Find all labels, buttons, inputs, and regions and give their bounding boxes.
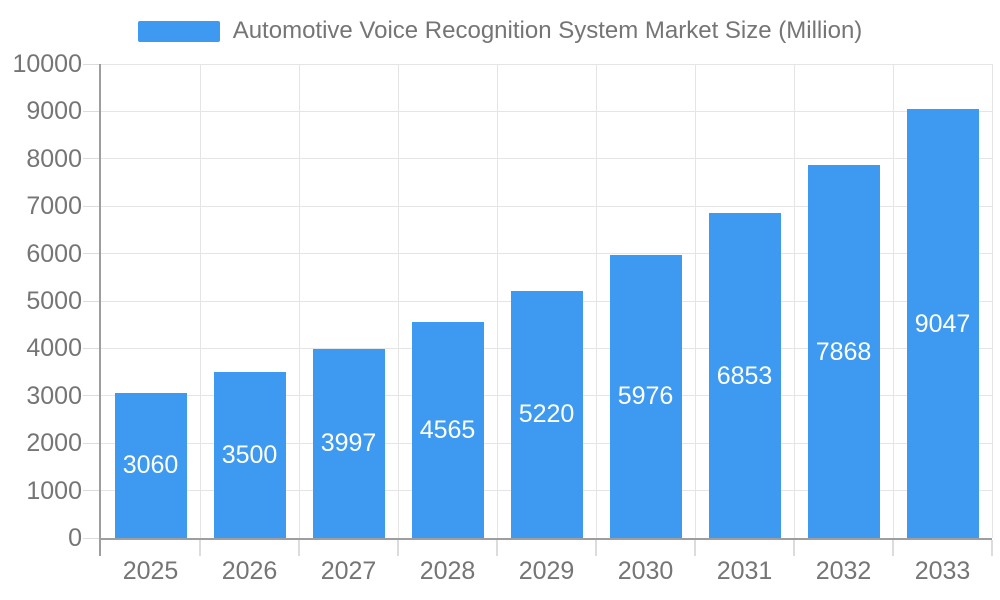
- x-tick-label-2031: 2031: [716, 557, 773, 585]
- x-gridline: [397, 64, 399, 538]
- y-tick-mark: [83, 253, 101, 255]
- y-tick-label: 10000: [12, 50, 82, 78]
- y-tick-label: 5000: [26, 287, 82, 315]
- bar-value-label: 5220: [518, 400, 575, 429]
- x-tick-mark: [397, 540, 399, 556]
- y-tick-label: 2000: [26, 429, 82, 458]
- bar-2031[interactable]: [708, 213, 781, 538]
- x-tick-label-2026: 2026: [221, 557, 278, 585]
- y-tick-label: 8000: [26, 144, 82, 173]
- bar-value-label: 9047: [914, 309, 971, 338]
- y-tick-mark: [83, 158, 101, 160]
- y-gridline: [101, 158, 992, 160]
- x-tick-label-2030: 2030: [617, 557, 674, 585]
- y-gridline: [101, 253, 992, 255]
- x-tick-mark: [793, 540, 795, 556]
- bar-2032[interactable]: [807, 165, 880, 538]
- x-axis-line: [99, 538, 992, 540]
- x-gridline: [793, 64, 795, 538]
- y-tick-label: 0: [68, 524, 82, 552]
- y-tick-label: 6000: [26, 239, 82, 268]
- bar-value-label: 7868: [815, 337, 872, 366]
- x-tick-mark: [496, 540, 498, 556]
- x-gridline: [298, 64, 300, 538]
- x-tick-mark: [298, 540, 300, 556]
- x-tick-mark: [892, 540, 894, 556]
- y-tick-mark: [83, 442, 101, 444]
- x-gridline: [694, 64, 696, 538]
- y-tick-mark: [83, 110, 101, 112]
- y-tick-mark: [83, 537, 101, 539]
- y-tick-mark: [83, 205, 101, 207]
- y-tick-mark: [83, 63, 101, 65]
- x-gridline: [991, 64, 993, 538]
- x-gridline: [199, 64, 201, 538]
- x-tick-label-2025: 2025: [122, 557, 179, 585]
- legend-swatch[interactable]: [137, 20, 220, 42]
- x-gridline: [892, 64, 894, 538]
- x-gridline: [496, 64, 498, 538]
- x-tick-mark: [991, 540, 993, 556]
- y-tick-label: 3000: [26, 381, 82, 410]
- x-tick-label-2032: 2032: [815, 557, 872, 585]
- x-tick-label-2029: 2029: [518, 557, 575, 585]
- bar-value-label: 3500: [221, 441, 278, 470]
- y-gridline: [101, 63, 992, 65]
- x-tick-mark: [199, 540, 201, 556]
- bar-value-label: 3997: [320, 429, 377, 458]
- x-tick-mark: [595, 540, 597, 556]
- y-tick-mark: [83, 347, 101, 349]
- y-tick-label: 7000: [26, 192, 82, 221]
- y-tick-label: 1000: [26, 476, 82, 505]
- bar-value-label: 6853: [716, 361, 773, 390]
- y-tick-mark: [83, 395, 101, 397]
- x-tick-label-2028: 2028: [419, 557, 476, 585]
- bar-2027[interactable]: [312, 348, 385, 538]
- y-gridline: [101, 205, 992, 207]
- y-tick-mark: [83, 300, 101, 302]
- x-tick-label-2033: 2033: [914, 557, 971, 585]
- y-gridline: [101, 110, 992, 112]
- x-gridline: [595, 64, 597, 538]
- y-tick-mark: [83, 490, 101, 492]
- bar-2033[interactable]: [906, 109, 979, 538]
- bar-value-label: 4565: [419, 415, 476, 444]
- bar-2028[interactable]: [411, 321, 484, 538]
- bar-2030[interactable]: [609, 254, 682, 538]
- y-tick-label: 9000: [26, 97, 82, 126]
- bar-2029[interactable]: [510, 290, 583, 538]
- y-axis-line: [99, 64, 101, 556]
- x-tick-mark: [694, 540, 696, 556]
- legend[interactable]: Automotive Voice Recognition System Mark…: [0, 17, 1000, 45]
- bar-2025[interactable]: [114, 392, 187, 538]
- bar-value-label: 3060: [122, 451, 179, 480]
- bar-2026[interactable]: [213, 372, 286, 538]
- x-tick-label-2027: 2027: [320, 557, 377, 585]
- legend-label[interactable]: Automotive Voice Recognition System Mark…: [232, 17, 863, 44]
- bar-value-label: 5976: [617, 382, 674, 411]
- y-tick-label: 4000: [26, 334, 82, 363]
